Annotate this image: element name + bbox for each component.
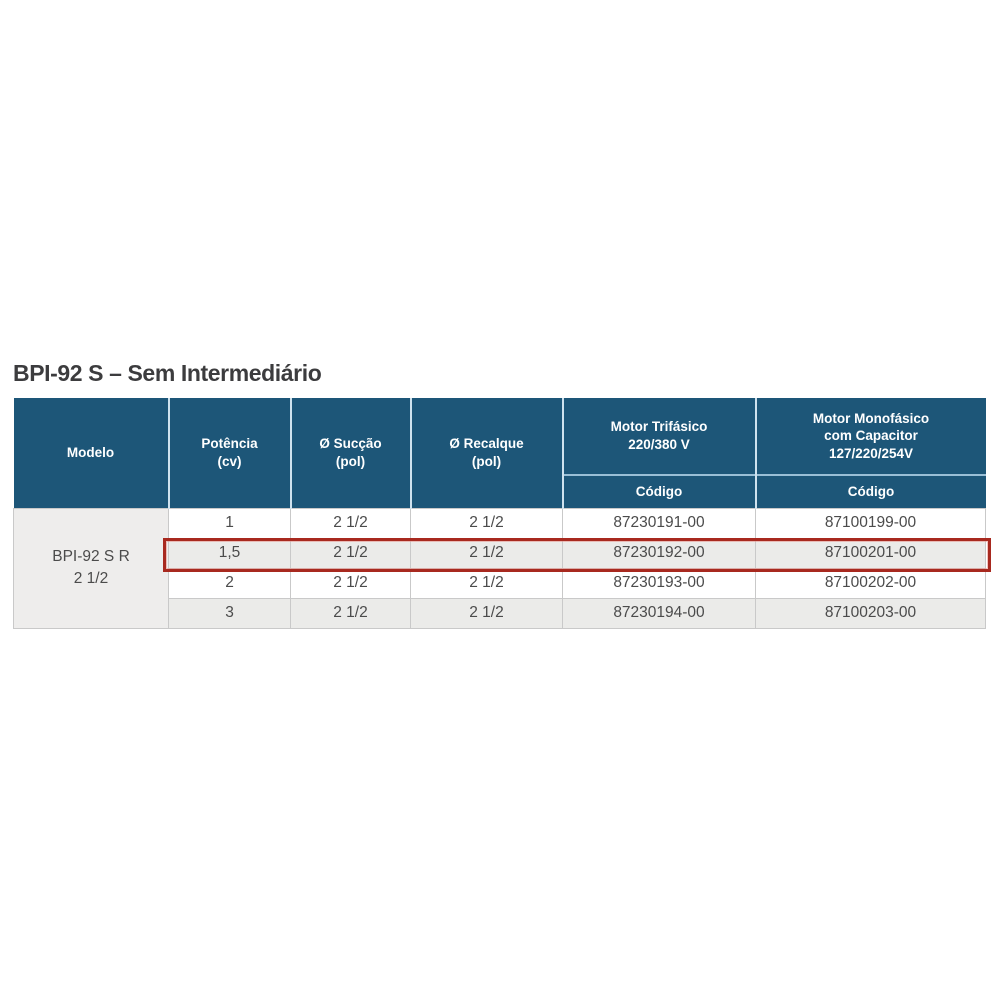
model-line2: 2 1/2 bbox=[73, 570, 109, 587]
spec-table: Modelo Potência (cv) Ø Sucção (pol) Ø Re… bbox=[13, 398, 986, 629]
model-cell: BPI-92 S R 2 1/2 bbox=[13, 507, 169, 629]
header-motor-monofasico-line3: 127/220/254V bbox=[828, 445, 914, 461]
header-motor-trifasico-line2: 220/380 V bbox=[628, 437, 690, 452]
header-modelo-label: Modelo bbox=[66, 444, 115, 460]
header-motor-trifasico: Motor Trifásico 220/380 V bbox=[561, 398, 756, 475]
cell-potencia: 3 bbox=[168, 597, 291, 629]
header-potencia: Potência (cv) bbox=[167, 398, 291, 508]
cell-codigo-trifasico: 87230194-00 bbox=[562, 597, 756, 629]
header-recalque-line1: Ø Recalque bbox=[449, 436, 524, 452]
cell-succao: 2 1/2 bbox=[290, 567, 411, 599]
header-succao-line2: (pol) bbox=[335, 453, 366, 469]
page-title: BPI-92 S – Sem Intermediário bbox=[13, 360, 322, 386]
table-body: BPI-92 S R 2 1/2 1 2 1/2 2 1/2 87230191-… bbox=[13, 507, 986, 629]
cell-codigo-monofasico: 87100199-00 bbox=[755, 507, 986, 539]
cell-codigo-trifasico: 87230192-00 bbox=[562, 537, 756, 569]
table-row-4: 3 2 1/2 2 1/2 87230194-00 87100203-00 bbox=[14, 597, 986, 629]
cell-recalque: 2 1/2 bbox=[410, 507, 563, 539]
header-potencia-line2: (cv) bbox=[217, 453, 242, 469]
header-row-sub: Código Código bbox=[14, 474, 986, 508]
cell-recalque: 2 1/2 bbox=[410, 537, 563, 569]
cell-potencia: 1 bbox=[168, 507, 291, 539]
cell-recalque: 2 1/2 bbox=[410, 567, 563, 599]
table-row-3: 2 2 1/2 2 1/2 87230193-00 87100202-00 bbox=[14, 567, 986, 599]
header-succao: Ø Sucção (pol) bbox=[289, 398, 411, 508]
header-modelo: Modelo bbox=[13, 398, 169, 508]
table-header: Modelo Potência (cv) Ø Sucção (pol) Ø Re… bbox=[13, 398, 986, 508]
spec-table-container: Modelo Potência (cv) Ø Sucção (pol) Ø Re… bbox=[13, 398, 991, 629]
header-succao-line1: Ø Sucção bbox=[319, 436, 382, 452]
cell-succao: 2 1/2 bbox=[290, 537, 411, 569]
header-motor-monofasico-line1: Motor Monofásico bbox=[812, 410, 930, 426]
header-recalque-line2: (pol) bbox=[471, 453, 502, 469]
cell-potencia: 2 bbox=[168, 567, 291, 599]
cell-codigo-trifasico: 87230191-00 bbox=[562, 507, 756, 539]
cell-codigo-monofasico: 87100201-00 bbox=[755, 537, 986, 569]
header-potencia-line1: Potência bbox=[201, 436, 258, 452]
header-recalque: Ø Recalque (pol) bbox=[409, 398, 563, 508]
cell-recalque: 2 1/2 bbox=[410, 597, 563, 629]
cell-codigo-monofasico: 87100203-00 bbox=[755, 597, 986, 629]
cell-potencia: 1,5 bbox=[168, 537, 291, 569]
cell-codigo-monofasico: 87100202-00 bbox=[755, 567, 986, 599]
cell-succao: 2 1/2 bbox=[290, 597, 411, 629]
cell-succao: 2 1/2 bbox=[290, 507, 411, 539]
model-line1: BPI-92 S R bbox=[52, 548, 130, 566]
header-codigo-monofasico: Código bbox=[754, 474, 986, 508]
header-row-main: Modelo Potência (cv) Ø Sucção (pol) Ø Re… bbox=[13, 398, 986, 508]
header-motor-monofasico-line2: com Capacitor bbox=[824, 428, 918, 444]
table-row-1: BPI-92 S R 2 1/2 1 2 1/2 2 1/2 87230191-… bbox=[13, 507, 986, 629]
header-motor-trifasico-line1: Motor Trifásico bbox=[610, 419, 708, 435]
header-codigo-trifasico: Código bbox=[561, 474, 756, 508]
header-motor-monofasico: Motor Monofásico com Capacitor 127/220/2… bbox=[754, 398, 986, 475]
cell-codigo-trifasico: 87230193-00 bbox=[562, 567, 756, 599]
